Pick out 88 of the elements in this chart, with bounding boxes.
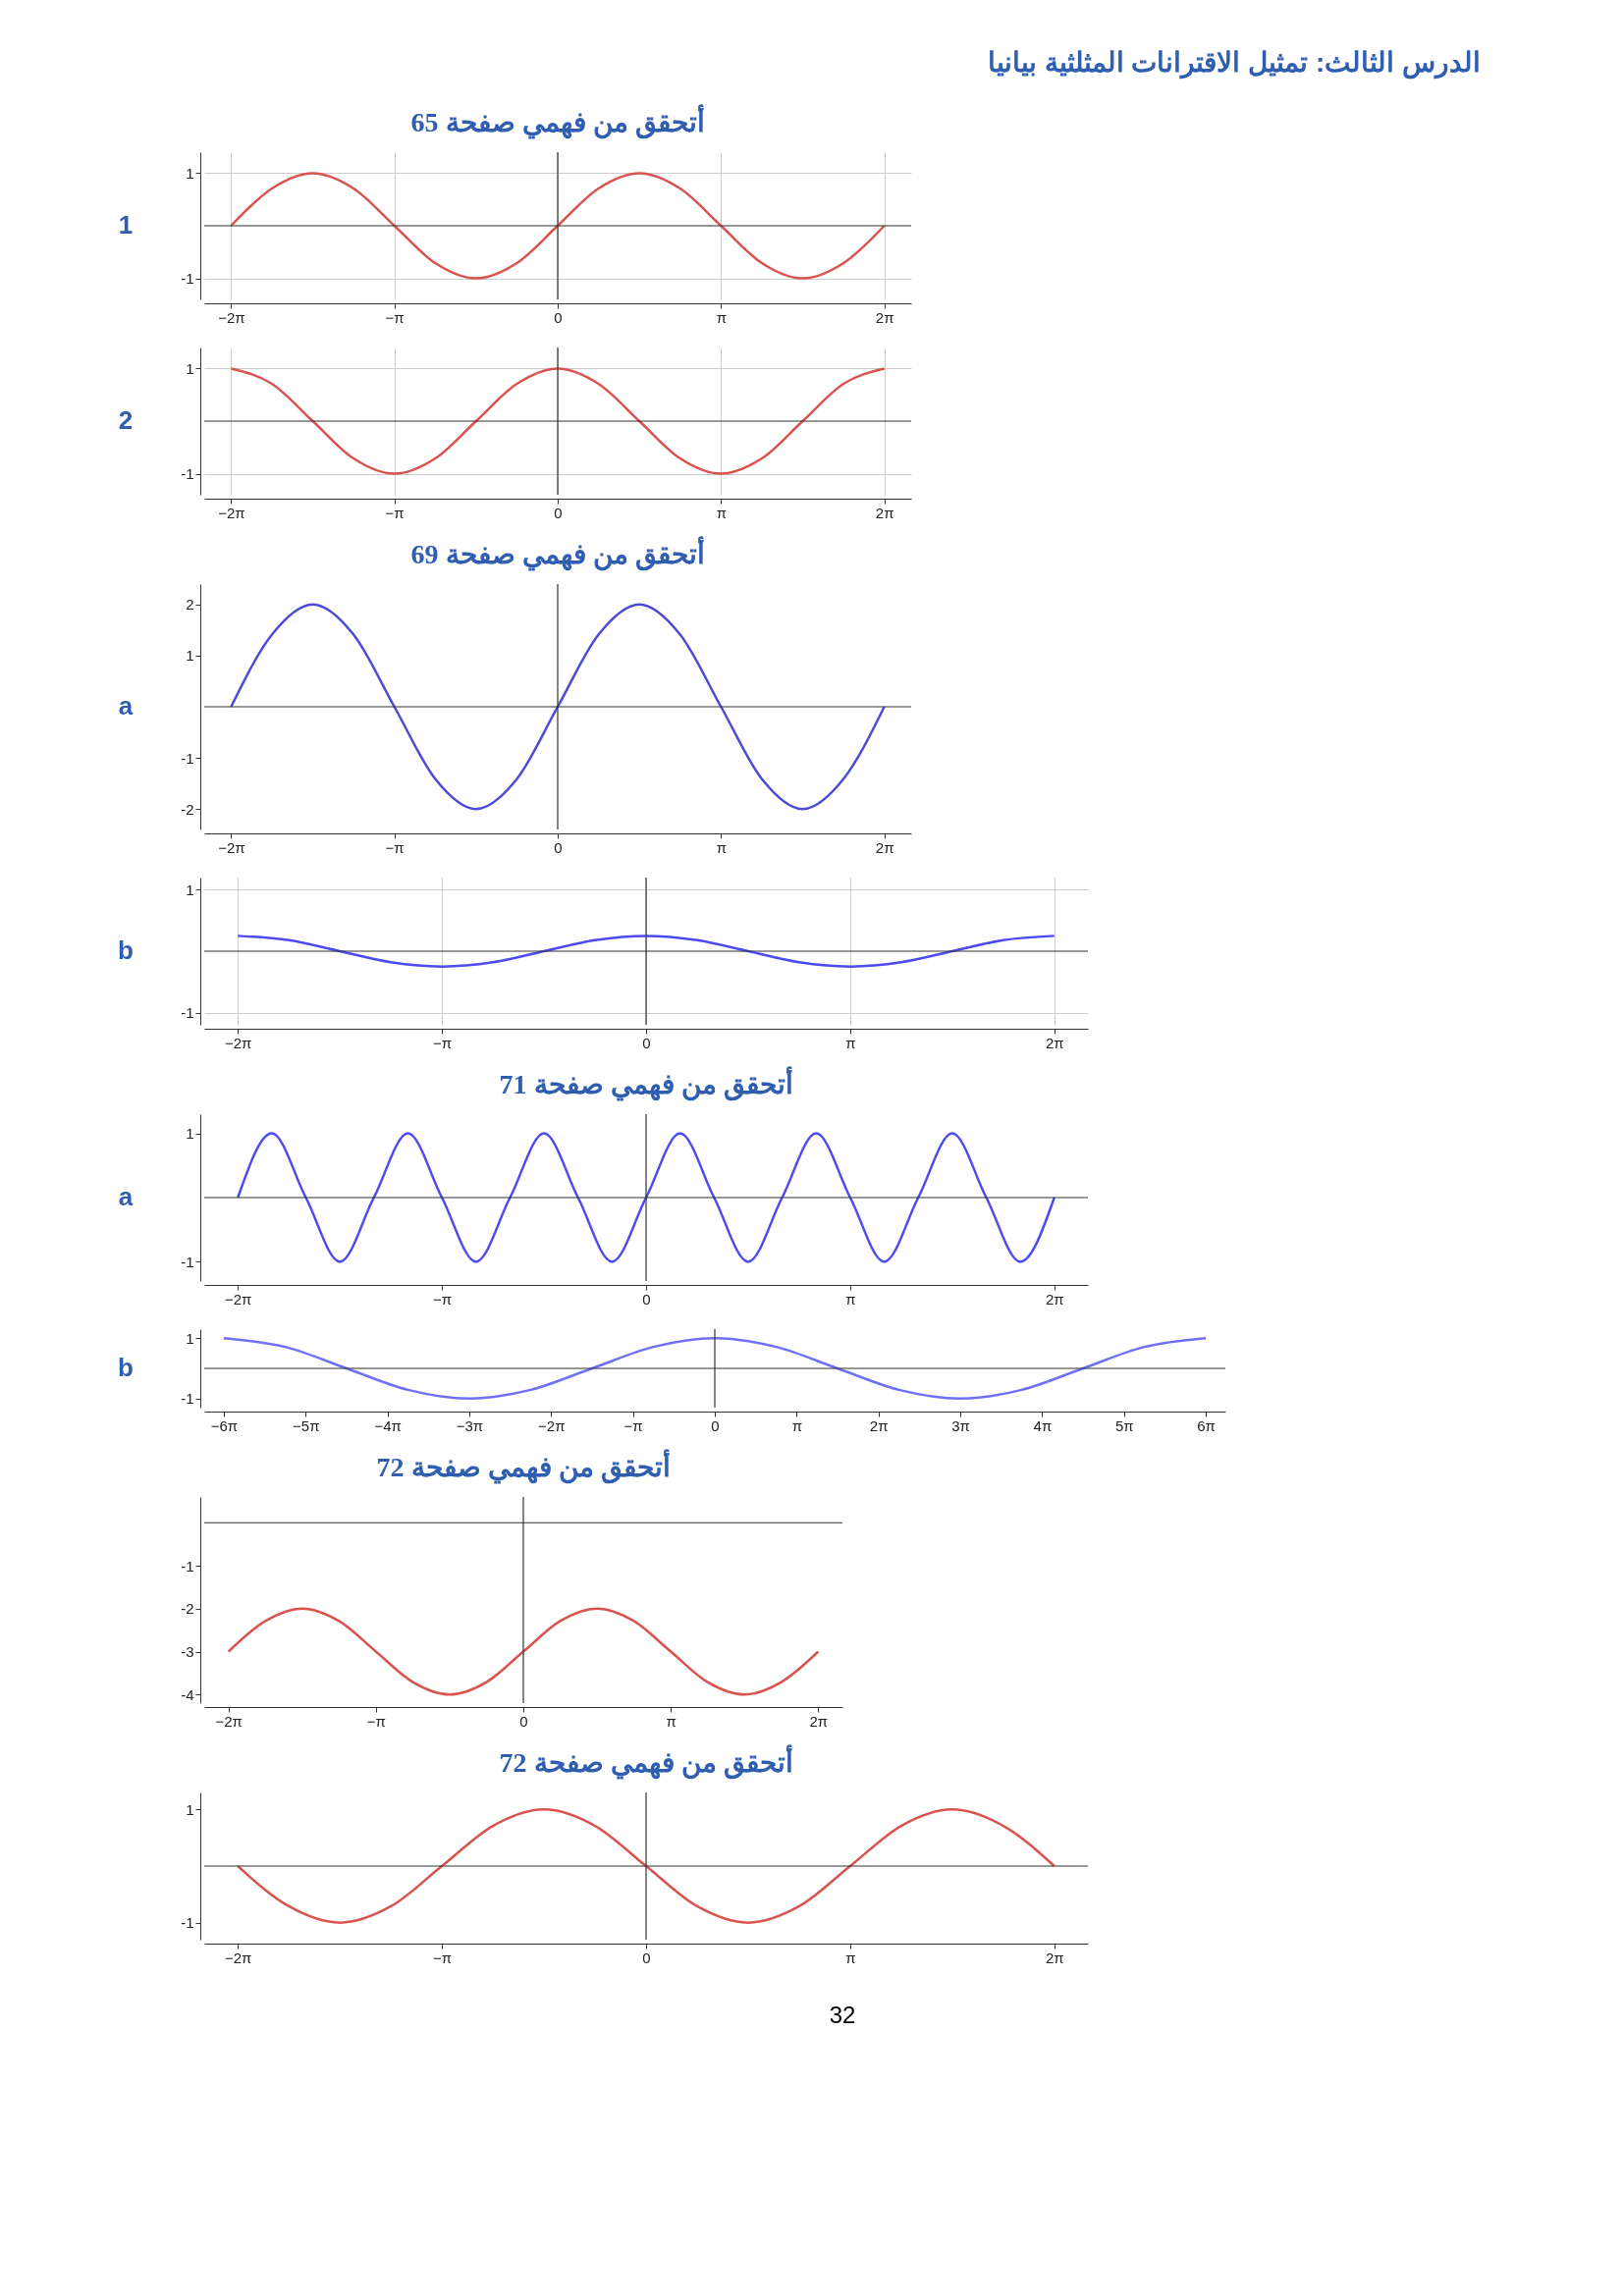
chart-title: أتحقق من فهمي صفحة 72 bbox=[376, 1449, 671, 1485]
x-tick-label: π bbox=[716, 308, 728, 326]
x-tick-label: 2π bbox=[809, 1712, 829, 1730]
x-tick-label: −3π bbox=[456, 1416, 484, 1434]
x-tick-label: −π bbox=[385, 308, 405, 326]
x-tick-label: 0 bbox=[554, 504, 563, 521]
line-series bbox=[230, 367, 886, 475]
y-tick-label: -3 bbox=[181, 1643, 194, 1660]
line-series bbox=[227, 1607, 820, 1696]
chart-title: أتحقق من فهمي صفحة 71 bbox=[499, 1066, 793, 1102]
chart-title: أتحقق من فهمي صفحة 72 bbox=[499, 1744, 793, 1781]
x-tick-label: −π bbox=[623, 1416, 643, 1434]
x-tick-label: π bbox=[716, 504, 728, 521]
line-series bbox=[236, 1808, 1056, 1924]
y-axis-title: 2 bbox=[118, 405, 134, 435]
y-axis-title: b bbox=[118, 935, 134, 965]
x-tick-label: 2π bbox=[869, 1416, 889, 1434]
x-tick-label: −2π bbox=[218, 838, 245, 856]
x-tick-label: −π bbox=[433, 1290, 453, 1308]
x-tick-label: π bbox=[791, 1416, 803, 1434]
x-tick-label: 0 bbox=[554, 308, 563, 326]
x-tick-label: 2π bbox=[1045, 1290, 1064, 1308]
x-tick-label: π bbox=[845, 1290, 856, 1308]
y-tick-label: 1 bbox=[186, 1125, 194, 1143]
x-tick-label: 0 bbox=[554, 838, 563, 856]
x-tick-label: −π bbox=[366, 1712, 386, 1730]
line-series bbox=[236, 934, 1056, 968]
x-tick-label: 2π bbox=[875, 308, 894, 326]
y-tick-label: -1 bbox=[181, 465, 194, 483]
y-tick-label: 1 bbox=[186, 164, 194, 182]
text: الدرس الثالث: تمثيل الاقترانات المثلثية بيانيا bbox=[987, 47, 1481, 80]
y-axis-title: a bbox=[118, 1182, 134, 1211]
y-tick-label: 1 bbox=[186, 647, 194, 665]
x-tick-label: 5π bbox=[1114, 1416, 1134, 1434]
y-tick-label: 2 bbox=[186, 596, 194, 614]
x-tick-label: −5π bbox=[293, 1416, 320, 1434]
y-axis-title: 1 bbox=[118, 210, 134, 240]
y-tick-label: 1 bbox=[186, 359, 194, 377]
x-tick-label: −π bbox=[385, 838, 405, 856]
x-tick-label: 0 bbox=[642, 1290, 651, 1308]
y-tick-label: 1 bbox=[186, 1329, 194, 1347]
x-tick-label: 0 bbox=[642, 1949, 651, 1966]
x-tick-label: π bbox=[716, 838, 728, 856]
x-tick-label: 3π bbox=[951, 1416, 970, 1434]
x-tick-label: 0 bbox=[519, 1712, 528, 1730]
y-tick-label: 1 bbox=[186, 881, 194, 898]
x-tick-label: π bbox=[845, 1949, 856, 1966]
y-tick-label: 1 bbox=[186, 1800, 194, 1818]
x-tick-label: 2π bbox=[1045, 1949, 1064, 1966]
y-tick-label: -1 bbox=[181, 1004, 194, 1021]
y-tick-label: -1 bbox=[181, 1557, 194, 1575]
line-series bbox=[230, 603, 886, 811]
x-tick-label: −2π bbox=[218, 504, 245, 521]
x-tick-label: π bbox=[845, 1034, 856, 1051]
x-tick-label: −2π bbox=[224, 1034, 252, 1051]
x-tick-label: 6π bbox=[1197, 1416, 1216, 1434]
y-tick-label: -2 bbox=[181, 1600, 194, 1618]
x-tick-label: 2π bbox=[875, 838, 894, 856]
x-tick-label: −2π bbox=[215, 1712, 243, 1730]
line-series bbox=[230, 172, 886, 280]
x-tick-label: 2π bbox=[1045, 1034, 1064, 1051]
y-axis-title: b bbox=[118, 1353, 134, 1382]
line-series bbox=[222, 1336, 1208, 1401]
chart-title: أتحقق من فهمي صفحة 69 bbox=[410, 536, 705, 572]
x-tick-label: 0 bbox=[642, 1034, 651, 1051]
x-tick-label: −2π bbox=[224, 1949, 252, 1966]
x-tick-label: −π bbox=[433, 1034, 453, 1051]
y-tick-label: -1 bbox=[181, 1914, 194, 1932]
x-tick-label: 0 bbox=[711, 1416, 720, 1434]
x-tick-label: −6π bbox=[210, 1416, 239, 1434]
text: 32 bbox=[829, 2002, 856, 2028]
x-tick-label: −π bbox=[433, 1949, 453, 1966]
chart-title: أتحقق من فهمي صفحة 65 bbox=[410, 104, 705, 140]
x-tick-label: −2π bbox=[224, 1290, 252, 1308]
y-axis-title: a bbox=[118, 691, 134, 721]
x-tick-label: −2π bbox=[538, 1416, 566, 1434]
y-tick-label: -1 bbox=[181, 749, 194, 767]
x-tick-label: −π bbox=[385, 504, 405, 521]
x-tick-label: 2π bbox=[875, 504, 894, 521]
y-tick-label: -2 bbox=[181, 800, 194, 818]
y-tick-label: -4 bbox=[181, 1685, 194, 1703]
y-tick-label: -1 bbox=[181, 1253, 194, 1270]
x-tick-label: −2π bbox=[218, 308, 245, 326]
x-tick-label: −4π bbox=[374, 1416, 402, 1434]
x-tick-label: 4π bbox=[1033, 1416, 1053, 1434]
y-tick-label: -1 bbox=[181, 1390, 194, 1408]
y-tick-label: -1 bbox=[181, 270, 194, 288]
x-tick-label: π bbox=[666, 1712, 677, 1730]
